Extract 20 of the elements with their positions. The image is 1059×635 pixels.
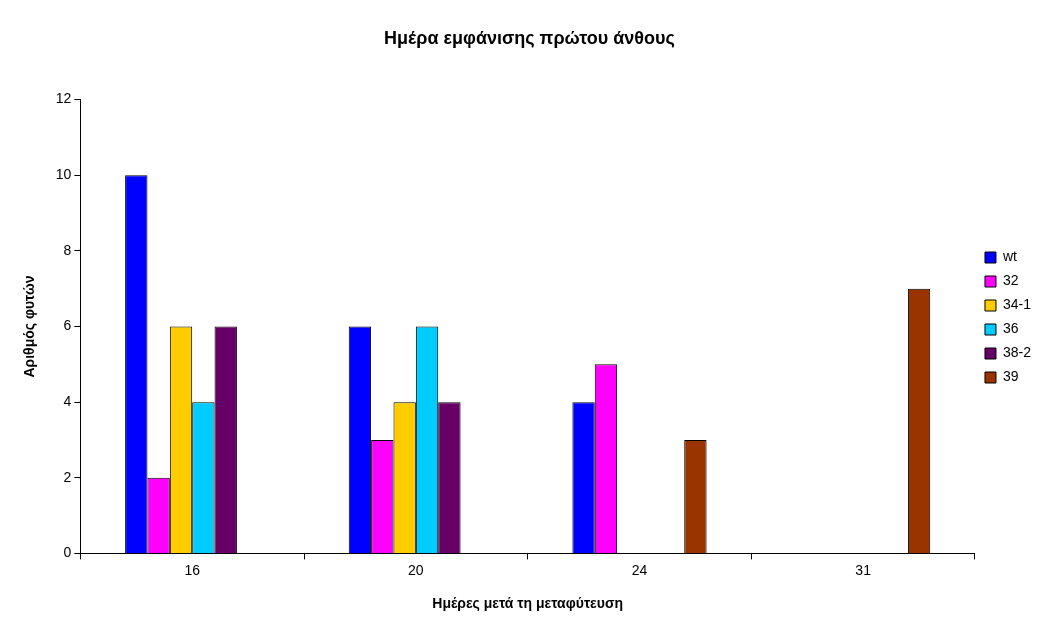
x-axis-title: Ημέρες μετά τη μεταφύτευση: [432, 595, 624, 612]
legend-label: 39: [1002, 368, 1019, 385]
legend-label: 32: [1002, 272, 1019, 289]
x-tick-label: 16: [184, 561, 201, 578]
legend-label: wt: [1001, 248, 1018, 265]
y-tick-label: 10: [55, 166, 72, 183]
x-tick-label: 31: [855, 561, 872, 578]
y-tick-label: 2: [63, 468, 72, 485]
chart-title: Ημέρα εμφάνισης πρώτου άνθους: [384, 27, 675, 48]
x-tick-label: 24: [631, 561, 648, 578]
legend-label: 38-2: [1002, 344, 1032, 361]
legend-label: 36: [1002, 320, 1019, 337]
y-tick-label: 12: [55, 90, 72, 107]
y-tick-label: 6: [63, 317, 72, 334]
legend-label: 34-1: [1002, 296, 1032, 313]
y-tick-label: 8: [63, 241, 72, 258]
y-tick-label: 4: [63, 392, 72, 409]
y-axis-title: Αριθμός φυτών: [21, 275, 38, 378]
y-tick-label: 0: [63, 544, 72, 561]
x-tick-label: 20: [408, 561, 424, 578]
